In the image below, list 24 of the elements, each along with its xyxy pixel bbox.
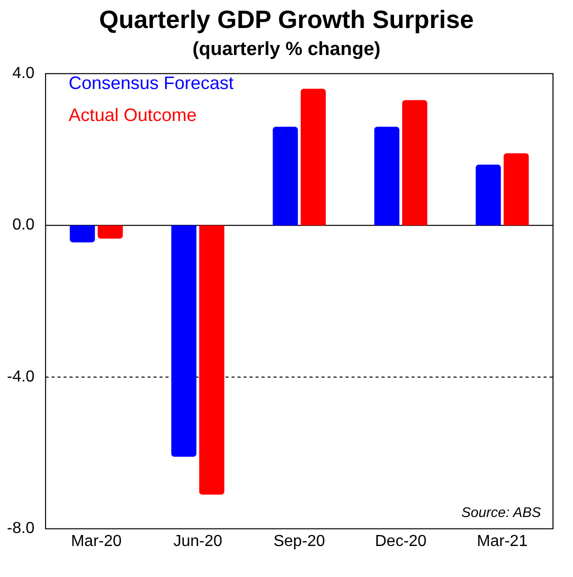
x-tick-label: Sep-20 xyxy=(273,532,326,550)
bar xyxy=(98,225,123,239)
text: Consensus Forecast xyxy=(68,72,234,93)
y-tick-label: 0.0 xyxy=(12,216,35,234)
bar xyxy=(402,100,428,226)
bar xyxy=(171,225,196,457)
chart-title: Quarterly GDP Growth Surprise xyxy=(98,6,475,35)
text: Actual Outcome xyxy=(68,104,197,125)
annotation: Source: ABS xyxy=(461,504,542,520)
bar xyxy=(70,225,95,242)
chart-subtitle: (quarterly % change) xyxy=(192,39,382,61)
x-tick-label: Mar-20 xyxy=(70,532,122,550)
y-tick-label: -4.0 xyxy=(6,368,35,386)
bar xyxy=(374,126,400,226)
bar xyxy=(300,88,326,226)
x-tick-label: Mar-21 xyxy=(476,532,528,550)
x-tick-label: Jun-20 xyxy=(173,532,222,550)
x-tick-label: Dec-20 xyxy=(374,532,427,550)
y-tick-label: 4.0 xyxy=(12,65,35,82)
bar xyxy=(272,126,298,226)
y-tick-label: -8.0 xyxy=(6,520,35,538)
bar xyxy=(476,164,501,226)
bar xyxy=(199,225,224,495)
bar xyxy=(504,153,529,226)
